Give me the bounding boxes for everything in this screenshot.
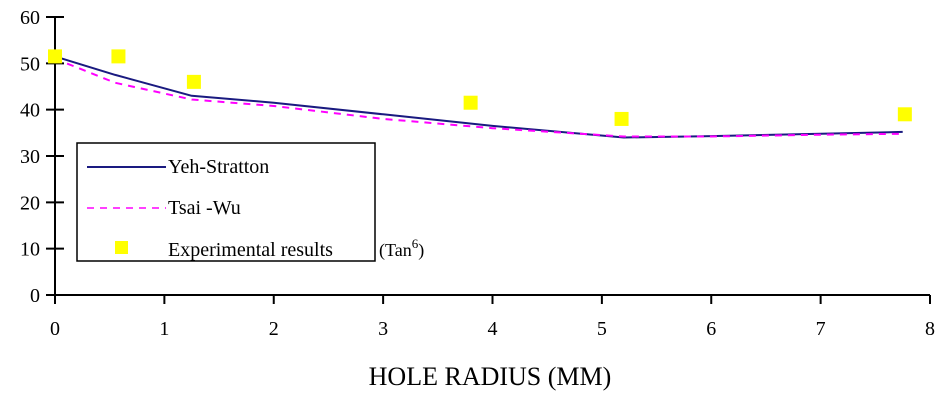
series-layer bbox=[48, 49, 912, 139]
x-tick-label: 2 bbox=[269, 318, 279, 340]
legend-label-experimental: Experimental results bbox=[168, 239, 333, 261]
legend-swatch-experimental bbox=[115, 241, 128, 254]
y-tick-label: 40 bbox=[20, 100, 40, 122]
x-tick-label: 8 bbox=[925, 318, 935, 340]
legend-ref-open: (Tan bbox=[379, 240, 412, 261]
y-tick-label: 10 bbox=[20, 239, 40, 261]
x-tick-label: 7 bbox=[816, 318, 826, 340]
legend-label-experimental-ref: (Tan6) bbox=[379, 236, 424, 261]
x-tick-label: 1 bbox=[159, 318, 169, 340]
data-point-experimental-results bbox=[897, 107, 912, 122]
legend-ref-close: ) bbox=[418, 240, 424, 261]
legend-ref-superscript: 6 bbox=[412, 236, 419, 251]
y-tick-label: 60 bbox=[20, 7, 40, 29]
x-tick-label: 4 bbox=[488, 318, 498, 340]
data-point-experimental-results bbox=[111, 49, 126, 64]
data-point-experimental-results bbox=[463, 95, 478, 110]
x-tick-label: 6 bbox=[706, 318, 716, 340]
legend-label-yeh-stratton: Yeh-Stratton bbox=[168, 156, 269, 178]
data-point-experimental-results bbox=[614, 111, 629, 126]
series-line-tsai-wu bbox=[54, 57, 903, 138]
x-axis-title: HOLE RADIUS (MM) bbox=[369, 362, 612, 391]
y-tick-label: 50 bbox=[20, 53, 40, 75]
y-tick-label: 0 bbox=[30, 285, 40, 307]
data-point-experimental-results bbox=[48, 49, 62, 64]
x-tick-label: 5 bbox=[597, 318, 607, 340]
axes-layer: 0 10 20 30 40 50 60 0 1 2 3 4 5 6 7 8 bbox=[20, 7, 935, 340]
data-point-experimental-results bbox=[186, 74, 201, 89]
legend: Yeh-Stratton Tsai -Wu Experimental resul… bbox=[76, 142, 424, 262]
x-tick-label: 0 bbox=[50, 318, 60, 340]
y-tick-label: 30 bbox=[20, 146, 40, 168]
y-tick-label: 20 bbox=[20, 192, 40, 214]
x-tick-label: 3 bbox=[378, 318, 388, 340]
legend-label-tsai-wu: Tsai -Wu bbox=[168, 197, 241, 219]
